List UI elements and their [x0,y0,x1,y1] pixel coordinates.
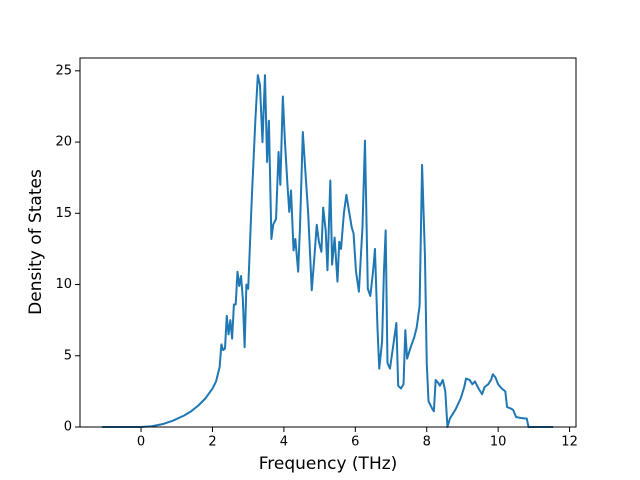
y-tick-label: 25 [55,63,72,78]
y-tick-label: 5 [64,348,72,363]
plot-frame [79,57,577,428]
x-tick-label: 2 [208,435,216,450]
y-tick-label: 0 [64,420,72,435]
x-tick-label: 10 [490,435,507,450]
y-tick-label: 15 [55,206,72,221]
y-axis-label: Density of States [26,169,46,315]
x-tick-label: 4 [280,435,288,450]
x-axis-label: Frequency (THz) [259,454,398,474]
y-tick-label: 20 [55,135,72,150]
x-tick-label: 6 [351,435,359,450]
y-tick-label: 10 [55,277,72,292]
x-tick-label: 8 [423,435,431,450]
x-tick-label: 12 [561,435,578,450]
x-tick-label: 0 [137,435,145,450]
data-line [102,74,554,428]
